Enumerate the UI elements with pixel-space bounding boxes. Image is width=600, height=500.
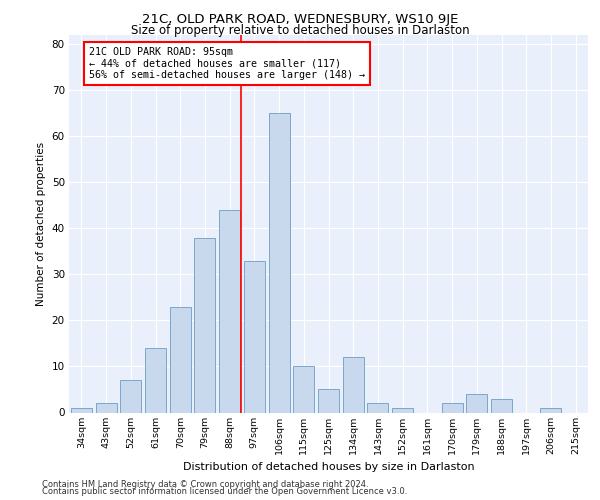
Bar [491,398,512,412]
Bar [318,390,339,412]
Bar [343,358,364,412]
Bar [293,366,314,412]
X-axis label: Distribution of detached houses by size in Darlaston: Distribution of detached houses by size … [182,462,475,472]
Bar [269,114,290,412]
Bar [194,238,215,412]
Bar [219,210,240,412]
Bar [71,408,92,412]
Y-axis label: Number of detached properties: Number of detached properties [36,142,46,306]
Bar [95,404,116,412]
Text: Contains public sector information licensed under the Open Government Licence v3: Contains public sector information licen… [42,488,407,496]
Bar [244,260,265,412]
Bar [466,394,487,412]
Bar [392,408,413,412]
Bar [145,348,166,412]
Bar [367,404,388,412]
Bar [120,380,141,412]
Text: 21C OLD PARK ROAD: 95sqm
← 44% of detached houses are smaller (117)
56% of semi-: 21C OLD PARK ROAD: 95sqm ← 44% of detach… [89,46,365,80]
Text: Contains HM Land Registry data © Crown copyright and database right 2024.: Contains HM Land Registry data © Crown c… [42,480,368,489]
Bar [541,408,562,412]
Text: Size of property relative to detached houses in Darlaston: Size of property relative to detached ho… [131,24,469,37]
Bar [442,404,463,412]
Text: 21C, OLD PARK ROAD, WEDNESBURY, WS10 9JE: 21C, OLD PARK ROAD, WEDNESBURY, WS10 9JE [142,12,458,26]
Bar [170,306,191,412]
